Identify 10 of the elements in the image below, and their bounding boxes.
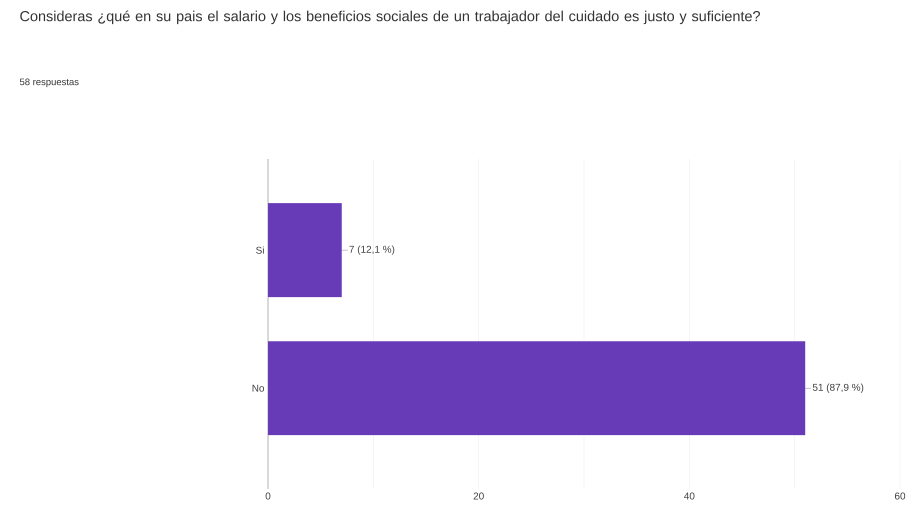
y-tick-label: Si — [256, 246, 264, 254]
data-label: 51 (87,9 %) — [812, 384, 864, 393]
x-tick-label: 0 — [266, 492, 270, 500]
y-tick-label: No — [252, 384, 264, 392]
text: 58 respuestas — [20, 78, 79, 88]
x-tick-label: 20 — [474, 492, 484, 500]
x-tick-label: 60 — [894, 492, 906, 500]
x-tick-label: 40 — [684, 492, 694, 500]
chart-title: Consideras ¿qué en su pais el salario y los beneficios sociales de un trabajador del cuidado es justo y suficiente? — [20, 10, 760, 24]
data-label: 7 (12,1 %) — [349, 245, 394, 255]
